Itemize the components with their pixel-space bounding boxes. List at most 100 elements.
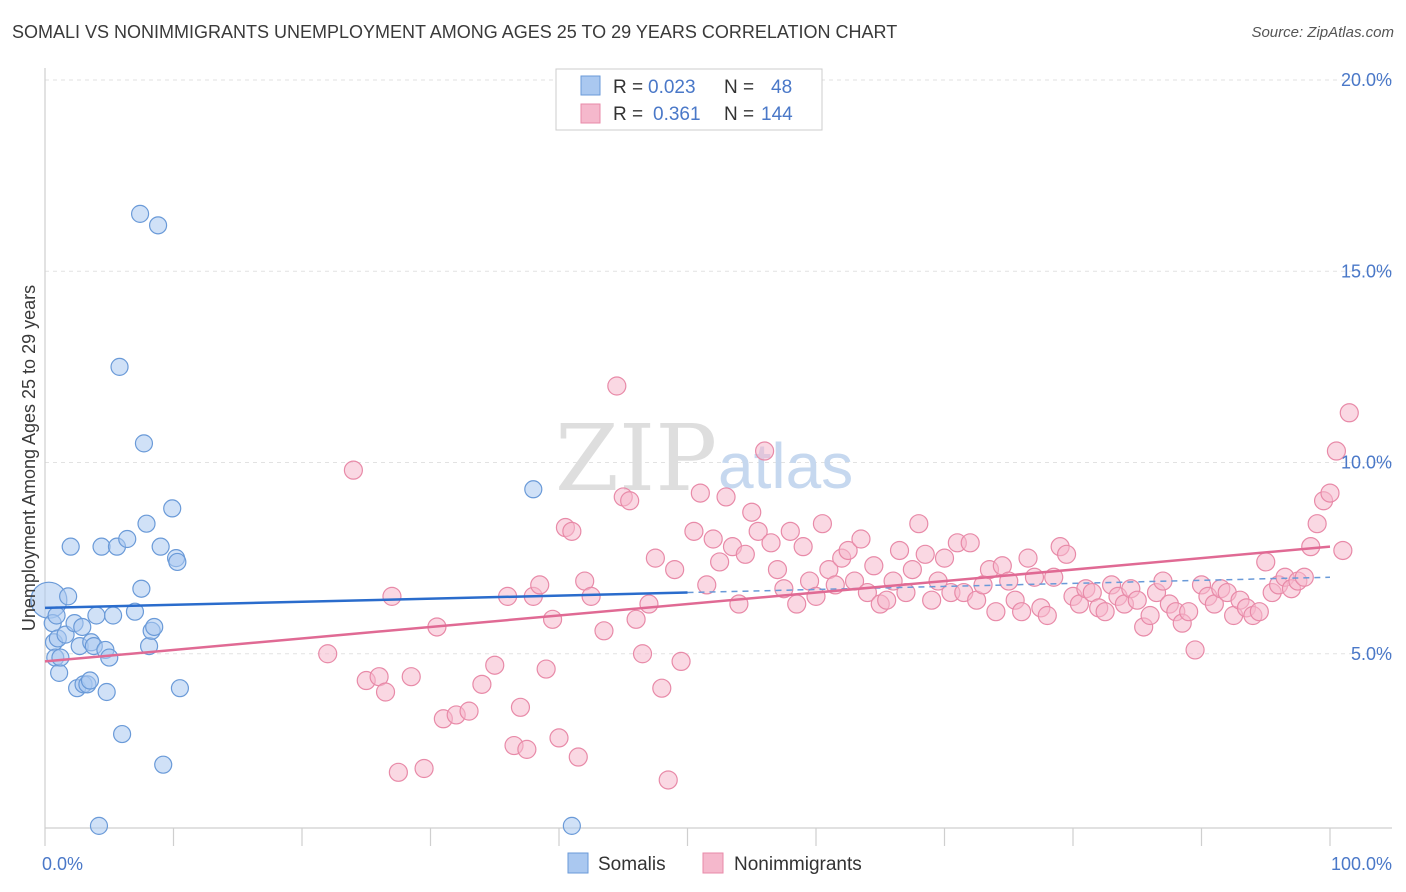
nonimmigrants-point [1011,602,1032,622]
somalis-point [118,529,137,549]
nonimmigrants-point [1320,483,1340,503]
source-credit: Source: ZipAtlas.com [1251,24,1394,41]
somalis-point [104,606,123,625]
nonimmigrants-point [510,697,531,717]
somalis-point [170,679,190,698]
nonimmigrants-point [1339,403,1359,423]
nonimmigrants-point [594,621,614,641]
nonimmigrants-point [735,544,755,564]
nonimmigrants-point [960,533,980,553]
legend-nonimm-r-label: R = [613,104,643,125]
legend-somalis-swatch [580,75,601,96]
nonimmigrants-point [684,521,704,541]
nonimmigrants-point [774,579,794,599]
somalis-point [97,682,116,702]
nonimmigrants-point [343,460,363,480]
somalis-point [134,434,154,453]
nonimmigrants-point [530,575,550,595]
nonimmigrants-point [986,602,1006,622]
legend-somalis-r-label: R = [613,77,643,98]
somalis-point [110,357,129,376]
axes [44,68,1392,846]
somalis-trend-line [44,591,688,610]
nonimmigrants-point [1307,514,1327,534]
nonimmigrants-point [902,559,922,580]
y-tick-label: 20.0% [1341,70,1392,90]
nonimmigrants-point [748,521,768,541]
nonimmigrants-point [382,586,402,606]
legend-somalis-r-value: 0.023 [648,77,696,98]
nonimmigrants-point [517,739,537,759]
somalis-point [73,617,92,637]
nonimmigrants-points [318,376,1359,790]
nonimmigrants-point [754,441,775,461]
somalis-point [61,537,80,556]
nonimmigrants-point [812,514,833,534]
somalis-point [80,671,100,690]
somalis-point [562,816,581,835]
nonimmigrants-point [690,483,710,503]
legend-nonimm-n-label: N = [724,104,754,125]
legend-stats: R = 0.023 N = 48 R = 0.361 N = 144 [555,68,823,131]
somalis-point [87,606,106,625]
trend-lines [44,545,1331,663]
somalis-point [132,579,151,598]
nonimmigrants-point [652,678,672,698]
nonimmigrants-point [568,747,588,767]
nonimmigrants-point [1249,602,1269,622]
y-tick-labels: 5.0% 10.0% 15.0% 20.0% [1341,70,1392,664]
nonimmigrants-point [851,529,871,549]
nonimmigrants-point [1095,602,1115,622]
nonimmigrants-point [877,590,897,610]
somalis-point [112,724,132,744]
nonimmigrants-point [767,559,788,580]
somalis-point [50,663,69,682]
legend-bottom-nonimm-swatch [702,852,724,874]
nonimmigrants-point [414,758,434,779]
somalis-point [130,204,150,223]
x-tick-labels: 0.0% 100.0% [42,854,1392,874]
watermark-atlas: atlas [718,430,853,502]
y-tick-label: 5.0% [1351,644,1392,664]
somalis-point [148,216,168,235]
nonimmigrants-point [375,682,396,702]
nonimmigrants-point [742,502,762,522]
nonimmigrants-point [787,594,807,614]
somalis-point [100,648,119,667]
nonimmigrants-point [864,556,884,576]
nonimmigrants-point [562,521,582,541]
y-tick-label: 10.0% [1341,453,1392,473]
somalis-point [89,816,109,835]
nonimmigrants-point [1179,602,1199,622]
nonimmigrants-point [658,770,678,790]
nonimmigrants-point [388,762,408,782]
somalis-point [51,648,70,667]
legend-series: Somalis Nonimmigrants [567,852,862,875]
nonimmigrants-point [1333,540,1353,561]
legend-nonimm-n-value: 144 [761,104,793,125]
somalis-point [92,537,111,556]
somalis-point [125,602,145,621]
nonimmigrants-point [639,594,659,614]
somalis-trend-extension [687,576,1331,594]
somalis-point [137,514,156,533]
nonimmigrants-point [549,728,569,748]
nonimmigrants-point [607,376,627,396]
legend-somalis-n-value: 48 [771,77,792,98]
nonimmigrants-point [1185,640,1205,660]
nonimmigrants-point [1056,544,1077,564]
nonimmigrants-point [1256,552,1276,572]
nonimmigrants-point [716,487,736,507]
legend-bottom-somalis-swatch [567,852,589,874]
nonimmigrants-point [632,644,653,664]
somalis-point [47,606,66,625]
nonimmigrants-point [1140,605,1160,626]
nonimmigrants-point [934,548,955,568]
legend-bottom-nonimm-label: Nonimmigrants [734,854,862,875]
legend-somalis-n-label: N = [724,77,754,98]
somalis-point [154,755,173,774]
nonimmigrants-point [620,491,640,511]
nonimmigrants-point [1037,605,1057,626]
nonimmigrants-point [793,537,813,557]
